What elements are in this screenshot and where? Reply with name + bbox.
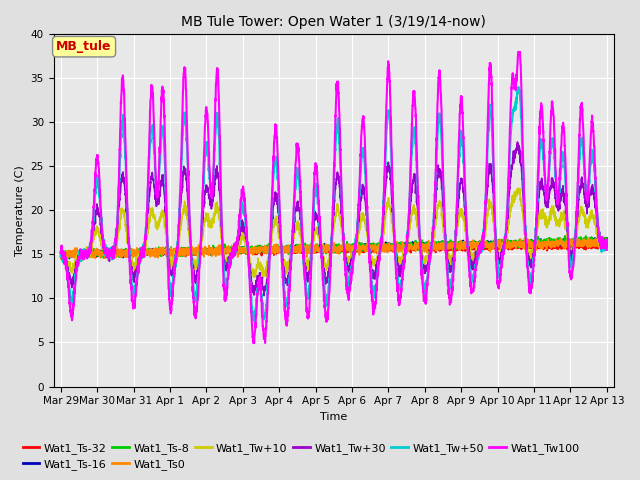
Wat1_Tw+30	[290, 222, 298, 228]
Wat1_Ts-32	[152, 248, 159, 253]
Line: Wat1_Ts-32: Wat1_Ts-32	[61, 241, 607, 257]
Wat1_Ts-8	[57, 253, 65, 259]
Wat1_Ts-32	[120, 252, 127, 257]
Wat1_Ts0	[120, 252, 127, 257]
Wat1_Tw+10	[152, 218, 159, 224]
Wat1_Tw100	[119, 78, 127, 84]
Wat1_Ts-16	[603, 236, 611, 241]
Wat1_Tw100	[57, 251, 65, 256]
Line: Wat1_Ts-16: Wat1_Ts-16	[61, 238, 607, 258]
Wat1_Ts-8	[593, 239, 600, 244]
Wat1_Tw+10	[593, 231, 600, 237]
Wat1_Tw+30	[260, 293, 268, 299]
Wat1_Ts-8	[603, 238, 611, 244]
Wat1_Tw+10	[603, 243, 611, 249]
Wat1_Tw100	[603, 247, 611, 253]
Wat1_Ts0	[72, 257, 79, 263]
Line: Wat1_Tw+10: Wat1_Tw+10	[61, 188, 607, 278]
Wat1_Ts-32	[593, 242, 600, 248]
Wat1_Ts-16	[120, 249, 127, 255]
Wat1_Ts-8	[152, 250, 159, 256]
Line: Wat1_Tw+30: Wat1_Tw+30	[61, 142, 607, 296]
Wat1_Tw+50	[603, 243, 611, 249]
Wat1_Tw+30	[514, 139, 522, 145]
Wat1_Ts-16	[534, 241, 541, 247]
Wat1_Ts-32	[266, 248, 274, 254]
Legend: Wat1_Ts-32, Wat1_Ts-16, Wat1_Ts-8, Wat1_Ts0, Wat1_Tw+10, Wat1_Tw+30, Wat1_Tw+50,: Wat1_Ts-32, Wat1_Ts-16, Wat1_Ts-8, Wat1_…	[19, 438, 584, 474]
Wat1_Ts0	[534, 241, 541, 247]
Wat1_Ts-32	[550, 239, 558, 244]
Wat1_Tw+30	[534, 211, 541, 217]
Wat1_Ts-16	[65, 255, 73, 261]
Wat1_Tw+50	[57, 253, 65, 259]
Wat1_Ts-32	[534, 242, 541, 248]
Wat1_Ts-16	[266, 248, 274, 254]
Wat1_Tw+10	[290, 231, 298, 237]
Wat1_Tw+30	[57, 253, 65, 259]
Wat1_Tw+50	[266, 239, 274, 245]
Wat1_Tw+10	[515, 185, 522, 191]
Wat1_Ts-32	[290, 246, 298, 252]
Wat1_Ts-32	[603, 242, 611, 248]
Wat1_Tw+50	[515, 84, 522, 90]
Line: Wat1_Tw100: Wat1_Tw100	[61, 52, 607, 343]
Wat1_Tw100	[534, 180, 541, 186]
Wat1_Ts-8	[290, 249, 298, 255]
Wat1_Tw100	[593, 200, 600, 206]
Wat1_Ts-8	[266, 245, 274, 251]
Wat1_Tw+10	[534, 220, 541, 226]
Wat1_Tw100	[250, 340, 257, 346]
Wat1_Ts-8	[63, 256, 71, 262]
Wat1_Tw+50	[534, 187, 541, 192]
Wat1_Ts-16	[564, 235, 572, 240]
Wat1_Tw+10	[57, 256, 65, 262]
Wat1_Tw+30	[152, 192, 159, 198]
Line: Wat1_Tw+50: Wat1_Tw+50	[61, 87, 607, 321]
Wat1_Ts-8	[120, 248, 127, 254]
Wat1_Tw100	[152, 167, 159, 173]
Wat1_Ts-16	[290, 243, 298, 249]
Y-axis label: Temperature (C): Temperature (C)	[15, 165, 25, 256]
Wat1_Ts0	[570, 235, 577, 240]
Wat1_Ts0	[152, 250, 159, 255]
Wat1_Tw+50	[250, 318, 258, 324]
Wat1_Tw+50	[290, 202, 298, 208]
Wat1_Ts0	[266, 249, 274, 254]
X-axis label: Time: Time	[320, 412, 348, 422]
Wat1_Tw+10	[119, 207, 127, 213]
Wat1_Ts-16	[57, 249, 65, 255]
Wat1_Tw+30	[266, 239, 274, 244]
Wat1_Ts0	[57, 252, 65, 258]
Wat1_Tw+30	[593, 212, 600, 217]
Wat1_Ts-16	[593, 241, 600, 247]
Wat1_Tw100	[515, 49, 522, 55]
Wat1_Ts0	[603, 239, 611, 245]
Wat1_Ts-32	[62, 254, 70, 260]
Wat1_Tw+10	[266, 247, 274, 253]
Wat1_Tw+30	[603, 239, 611, 245]
Wat1_Tw+30	[119, 169, 127, 175]
Line: Wat1_Ts0: Wat1_Ts0	[61, 238, 607, 260]
Wat1_Ts-8	[561, 233, 569, 239]
Wat1_Tw+50	[152, 170, 159, 176]
Wat1_Tw+50	[593, 203, 600, 208]
Wat1_Ts-32	[57, 249, 65, 255]
Wat1_Ts-8	[534, 240, 541, 245]
Line: Wat1_Ts-8: Wat1_Ts-8	[61, 236, 607, 259]
Wat1_Ts-16	[152, 248, 159, 253]
Wat1_Tw+50	[119, 112, 127, 118]
Text: MB_tule: MB_tule	[56, 40, 112, 53]
Wat1_Ts0	[290, 247, 298, 252]
Title: MB Tule Tower: Open Water 1 (3/19/14-now): MB Tule Tower: Open Water 1 (3/19/14-now…	[181, 15, 486, 29]
Wat1_Ts0	[593, 240, 600, 246]
Wat1_Tw+10	[259, 276, 267, 281]
Wat1_Tw100	[266, 236, 274, 242]
Wat1_Tw100	[290, 195, 298, 201]
